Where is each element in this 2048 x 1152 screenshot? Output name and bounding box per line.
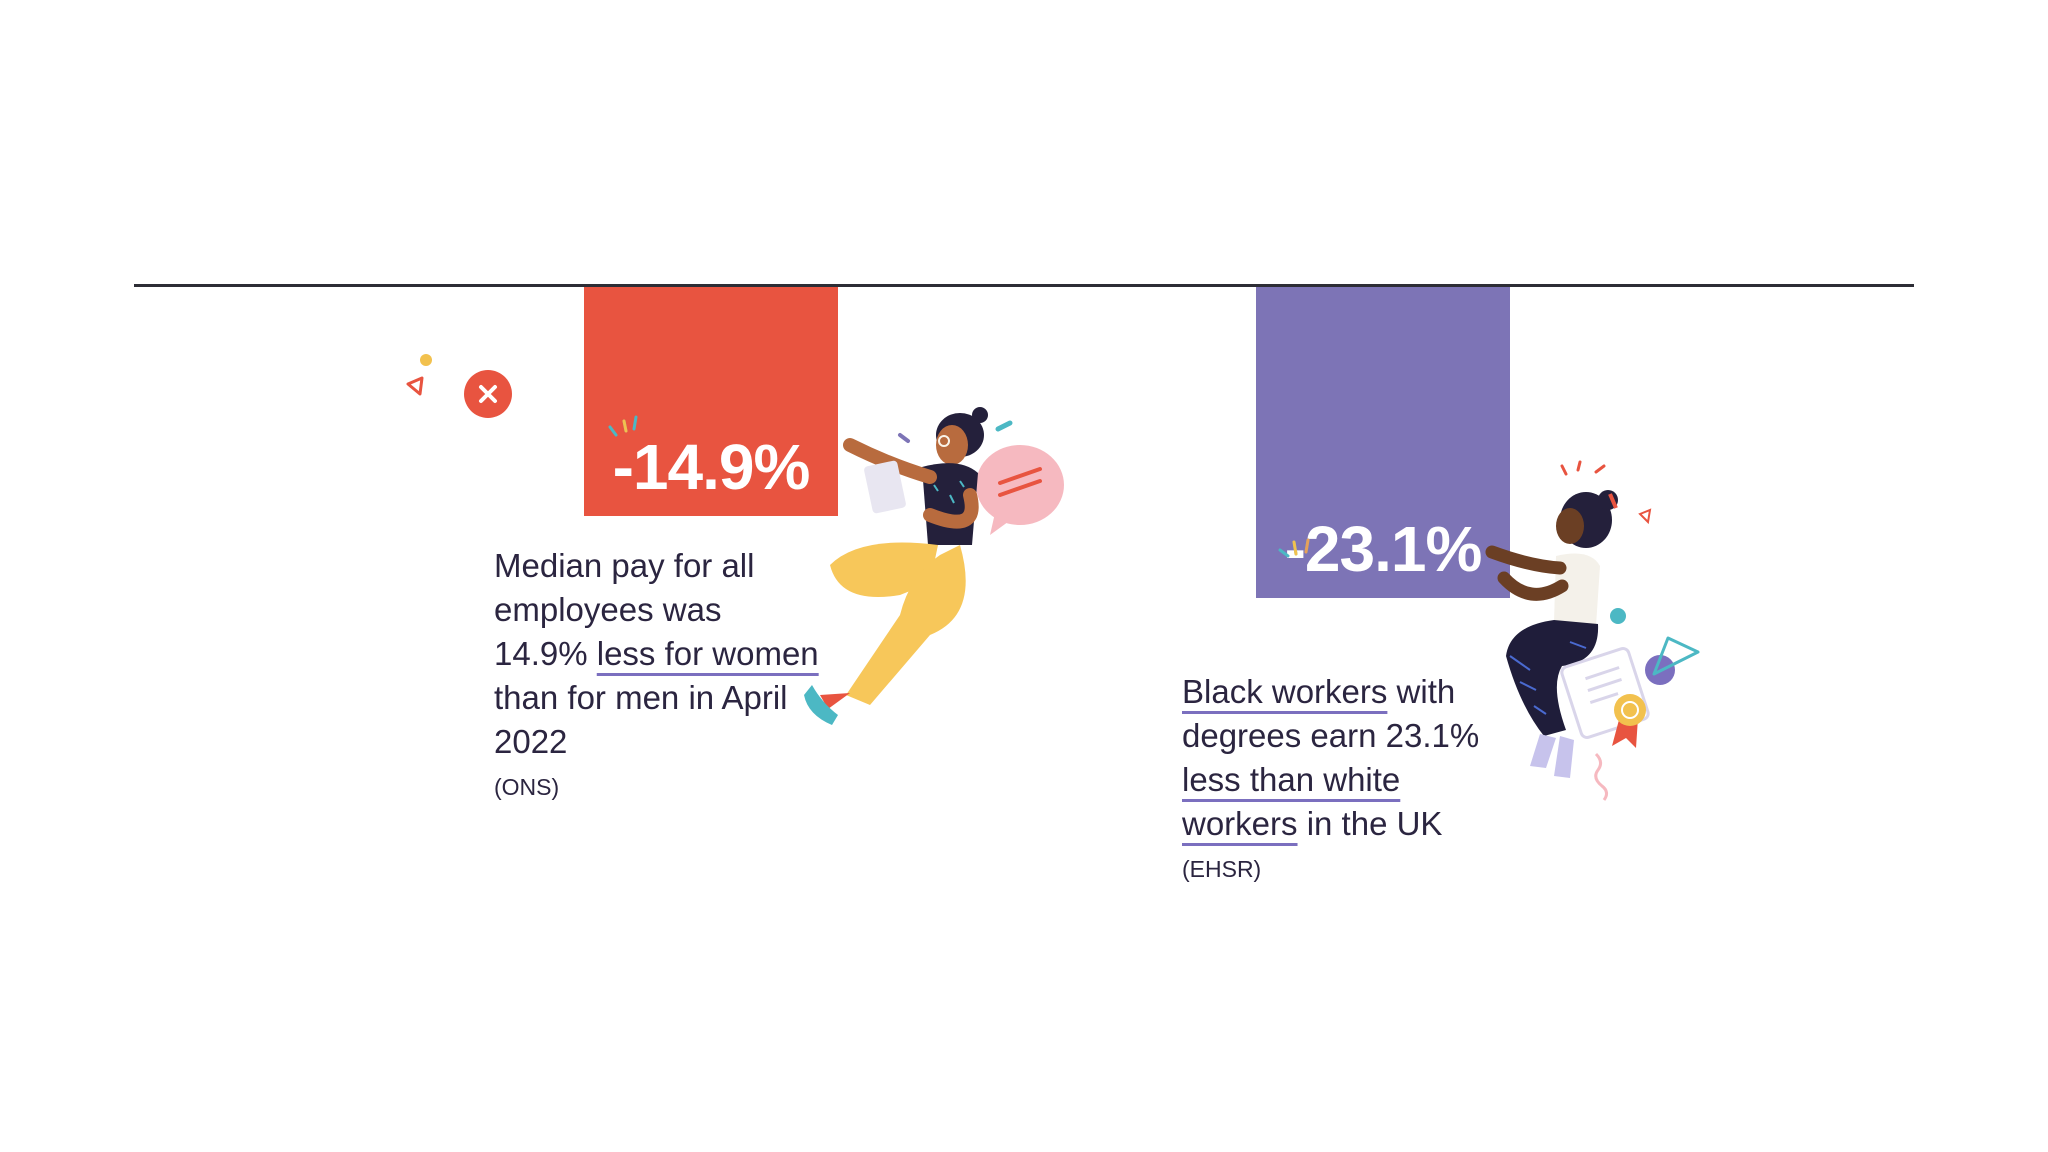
close-icon xyxy=(464,370,512,418)
source-label: (ONS) xyxy=(494,774,560,800)
confetti-decoration xyxy=(1278,538,1310,558)
annotation-highlight: less for women xyxy=(596,635,819,672)
bar-value-label: -14.9% xyxy=(612,431,811,503)
woman-with-certificate-illustration xyxy=(1485,460,1700,801)
confetti-decoration xyxy=(406,354,432,396)
speech-bubble-icon xyxy=(976,445,1064,535)
annotation-text: in the UK xyxy=(1297,805,1443,842)
annotation-black-workers-pay: Black workers with degrees earn 23.1% le… xyxy=(1182,670,1482,886)
bar-value-label: -23.1% xyxy=(1284,513,1483,585)
woman-with-tablet-illustration xyxy=(608,407,1064,725)
award-medal-icon xyxy=(1612,694,1646,748)
annotation-text: than for men in April 2022 xyxy=(494,679,788,760)
annotation-women-pay: Median pay for all employees was 14.9% l… xyxy=(494,544,824,804)
bar-black-workers-pay-gap: -23.1% xyxy=(1256,287,1510,598)
zero-baseline xyxy=(134,284,1914,287)
annotation-text: Median pay for all employees was 14.9% xyxy=(494,547,755,672)
bar-women-pay-gap: -14.9% xyxy=(584,287,838,516)
source-label: (EHSR) xyxy=(1182,856,1262,882)
annotation-highlight: less than white workers xyxy=(1182,761,1401,842)
annotation-text: with degrees earn 23.1% xyxy=(1182,673,1480,754)
annotation-highlight: Black workers xyxy=(1182,673,1388,710)
